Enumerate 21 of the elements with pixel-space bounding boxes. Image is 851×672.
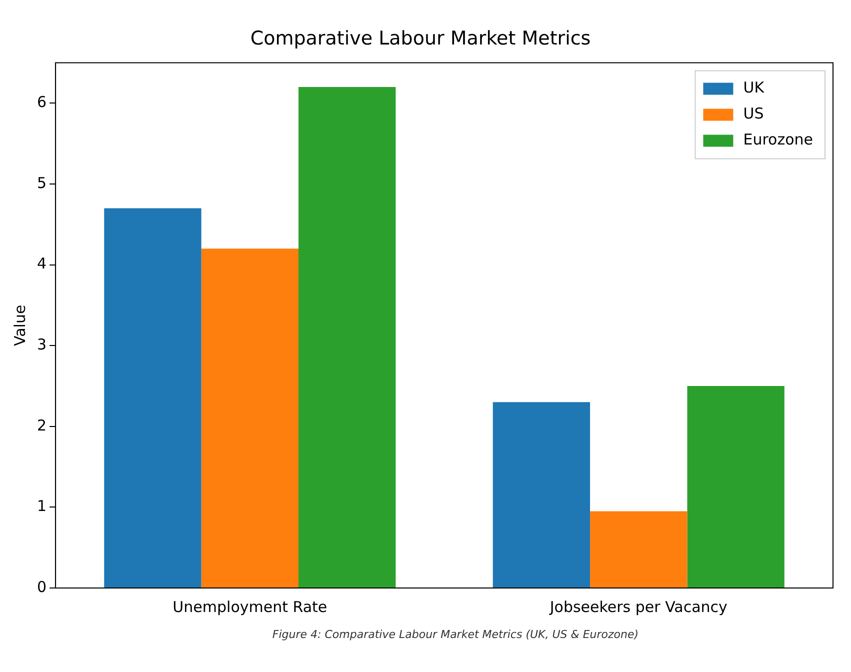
bar — [590, 511, 688, 588]
y-tick-label: 5 — [36, 174, 47, 192]
y-axis-title: Value — [10, 304, 29, 346]
caption: Figure 4: Comparative Labour Market Metrics (UK, US & Eurozone) — [271, 627, 640, 641]
bar — [298, 87, 396, 588]
x-tick-label: Jobseekers per Vacancy — [548, 598, 728, 616]
y-tick-label: 0 — [36, 578, 47, 596]
legend-label: Eurozone — [743, 130, 814, 149]
chart-title: Comparative Labour Market Metrics — [250, 27, 591, 50]
legend-label: UK — [743, 78, 766, 97]
bar — [201, 248, 298, 588]
y-tick-label: 4 — [36, 254, 47, 273]
y-tick-label: 1 — [36, 497, 47, 516]
bar — [687, 386, 784, 588]
legend-label: US — [743, 104, 764, 123]
y-tick-label: 3 — [36, 335, 47, 354]
y-tick-label: 6 — [36, 93, 47, 112]
x-tick-label: Unemployment Rate — [172, 598, 328, 616]
bar — [104, 208, 202, 588]
bar — [492, 402, 590, 588]
y-tick-label: 2 — [36, 416, 47, 434]
